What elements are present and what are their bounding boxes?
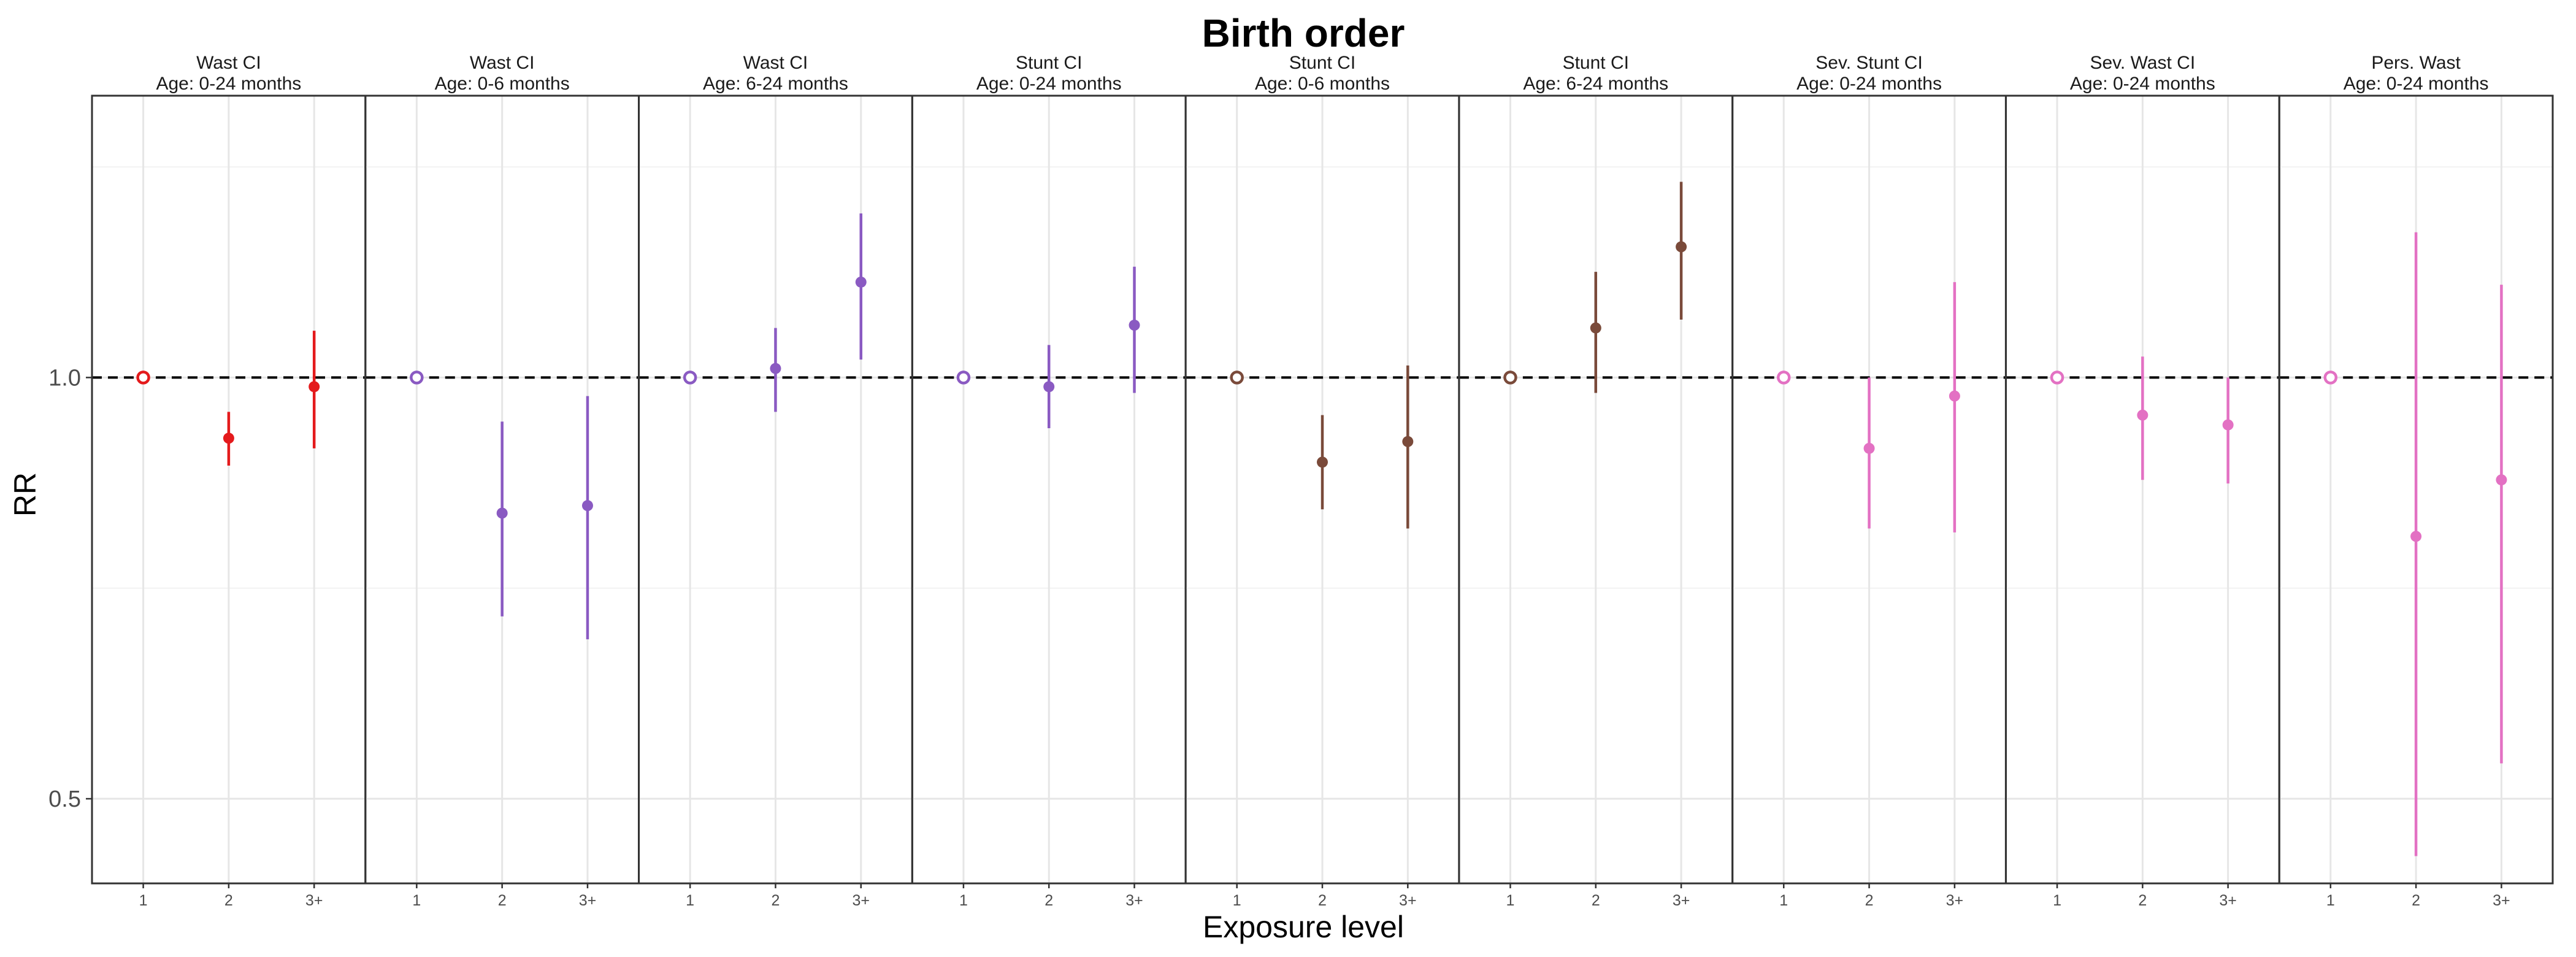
x-tick-label: 3+ — [1399, 892, 1417, 909]
x-tick-label: 2 — [498, 892, 507, 909]
reference-point — [2323, 371, 2338, 385]
reference-point — [1777, 371, 1791, 385]
x-tick-label: 1 — [2326, 892, 2335, 909]
reference-point — [410, 371, 424, 385]
x-tick-label: 2 — [1592, 892, 1600, 909]
facet-strip-sublabel: Age: 0-24 months — [2344, 74, 2489, 94]
x-tick-label: 2 — [1318, 892, 1327, 909]
x-tick-label: 3+ — [305, 892, 323, 909]
x-tick-label: 3+ — [1125, 892, 1143, 909]
facet-strip-sublabel: Age: 0-6 months — [1255, 74, 1390, 94]
reference-point — [136, 371, 150, 385]
estimate-point — [1949, 390, 1960, 402]
x-tick-label: 1 — [412, 892, 421, 909]
x-tick-label: 2 — [2138, 892, 2147, 909]
estimate-point — [2222, 419, 2234, 431]
facet-strip-label: Sev. Stunt CI — [1815, 53, 1923, 73]
x-tick-label: 2 — [224, 892, 233, 909]
facet-strip-label: Stunt CI — [1563, 53, 1629, 73]
facet-strip-sublabel: Age: 0-24 months — [1796, 74, 1942, 94]
estimate-point — [1317, 456, 1328, 468]
estimate-point — [1676, 241, 1687, 253]
facet-strip-label: Wast CI — [743, 53, 808, 73]
x-tick-label: 1 — [139, 892, 148, 909]
x-tick-label: 1 — [1233, 892, 1241, 909]
estimate-point — [1863, 442, 1875, 454]
chart-title: Birth order — [1202, 11, 1405, 55]
x-tick-label: 3+ — [852, 892, 870, 909]
facet-strip-label: Sev. Wast CI — [2090, 53, 2195, 73]
x-tick-label: 3+ — [1946, 892, 1964, 909]
estimate-point — [1129, 320, 1140, 331]
x-axis-title: Exposure level — [1203, 910, 1404, 944]
facet-strip-label: Stunt CI — [1289, 53, 1355, 73]
x-tick-label: 3+ — [2493, 892, 2510, 909]
estimate-point — [855, 276, 867, 288]
x-tick-label: 1 — [686, 892, 694, 909]
reference-point — [1230, 371, 1244, 385]
y-axis: 0.5 1.0 — [48, 365, 92, 812]
y-tick-label: 1.0 — [48, 365, 81, 391]
facet-strip-sublabel: Age: 6-24 months — [1523, 74, 1668, 94]
reference-point — [683, 371, 697, 385]
estimate-point — [223, 432, 234, 444]
x-tick-label: 3+ — [1673, 892, 1690, 909]
estimate-point — [1402, 436, 1414, 447]
x-tick-label: 3+ — [579, 892, 597, 909]
facet-strip-sublabel: Age: 0-24 months — [976, 74, 1122, 94]
x-tick-label: 3+ — [2219, 892, 2237, 909]
facet-strip-sublabel: Age: 0-24 months — [156, 74, 301, 94]
reference-point — [1503, 371, 1517, 385]
facet-strip-sublabel: Age: 6-24 months — [703, 74, 848, 94]
x-tick-label: 1 — [2053, 892, 2061, 909]
facet-strip-label: Pers. Wast — [2371, 53, 2461, 73]
estimate-point — [1590, 322, 1601, 334]
y-tick-label: 0.5 — [48, 786, 81, 812]
x-tick-label: 2 — [1045, 892, 1053, 909]
facet-strip-label: Wast CI — [196, 53, 261, 73]
reference-point — [2050, 371, 2064, 385]
estimate-point — [309, 381, 320, 393]
estimate-point — [581, 500, 593, 512]
x-tick-label: 2 — [771, 892, 780, 909]
x-tick-label: 2 — [1865, 892, 1874, 909]
facet-strip-label: Wast CI — [470, 53, 535, 73]
estimate-point — [1043, 381, 1055, 393]
reference-point — [956, 371, 971, 385]
estimate-point — [2137, 409, 2149, 421]
estimate-point — [2496, 474, 2507, 486]
x-tick-label: 1 — [1779, 892, 1788, 909]
x-tick-label: 1 — [1506, 892, 1515, 909]
x-tick-label: 2 — [2412, 892, 2420, 909]
facet-strip-sublabel: Age: 0-6 months — [435, 74, 570, 94]
estimate-point — [770, 363, 781, 374]
x-tick-label: 1 — [959, 892, 968, 909]
facet-strip-sublabel: Age: 0-24 months — [2070, 74, 2215, 94]
facet-strip-label: Stunt CI — [1016, 53, 1082, 73]
estimate-point — [2410, 531, 2422, 542]
estimate-point — [496, 507, 508, 519]
y-axis-title: RR — [8, 472, 42, 517]
